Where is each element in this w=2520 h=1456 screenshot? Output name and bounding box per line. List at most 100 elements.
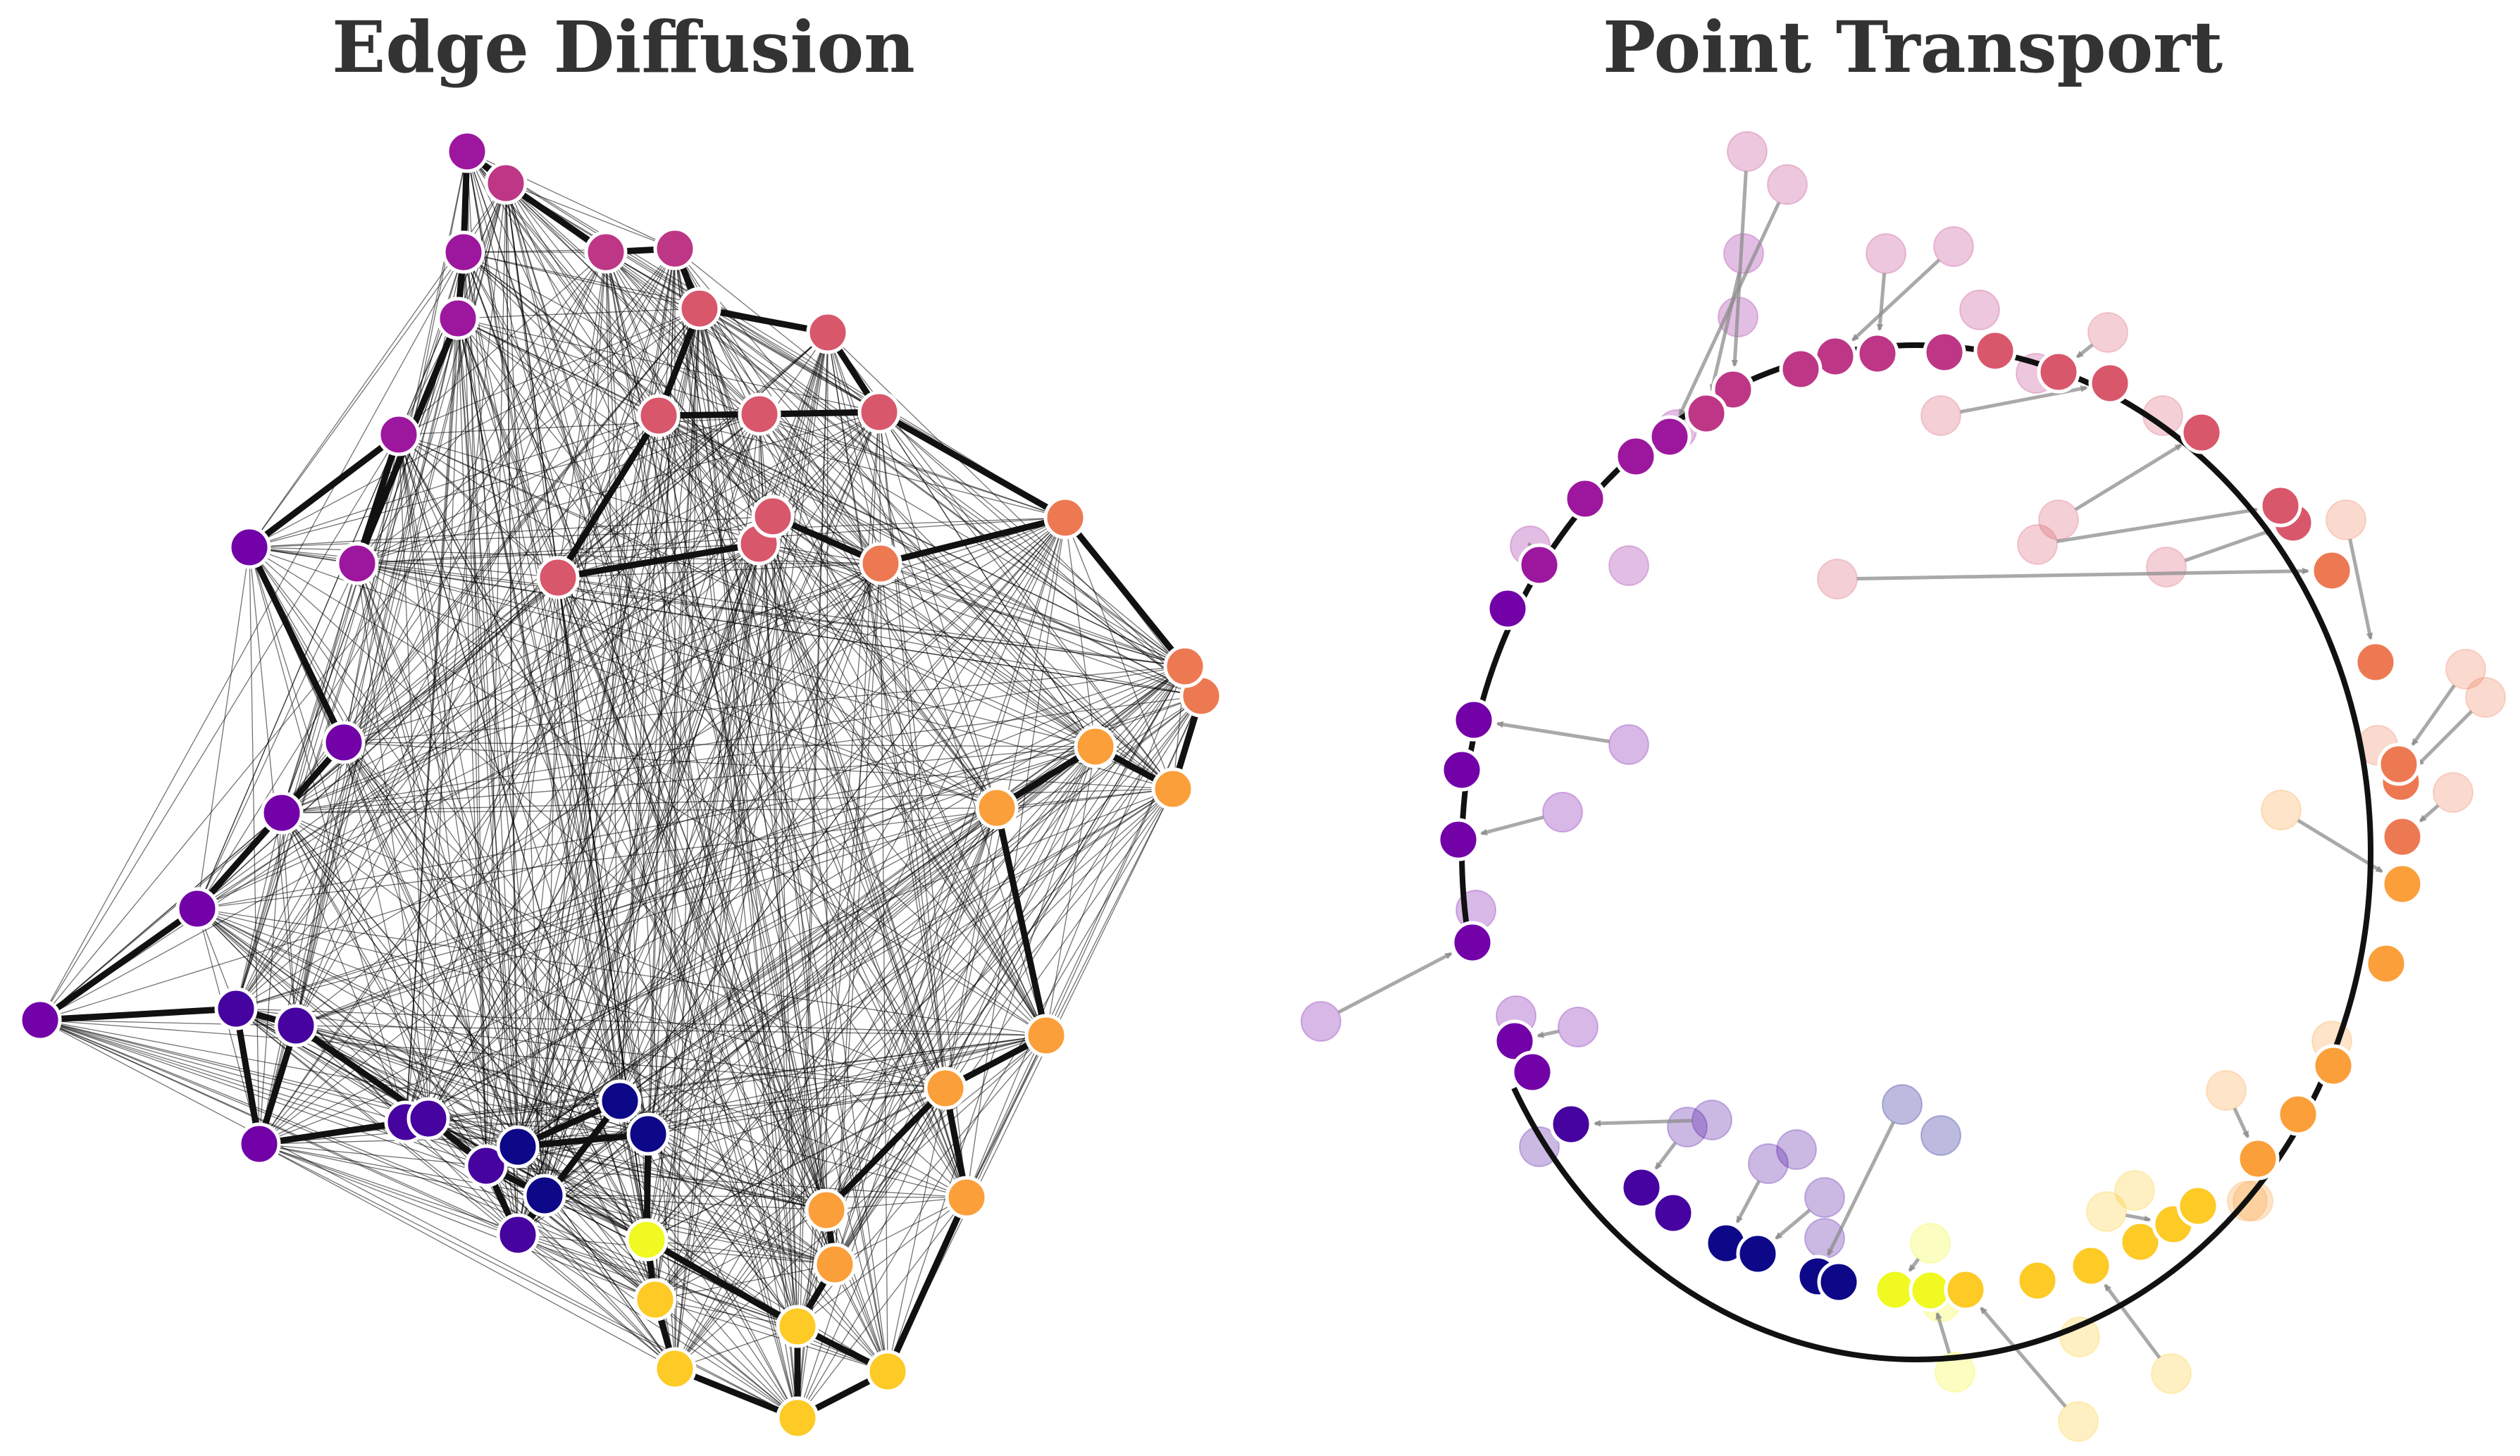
weak-edge [235, 812, 283, 1009]
weak-edge [759, 413, 1066, 518]
weak-edge [249, 251, 464, 548]
weak-edge [249, 308, 700, 548]
weak-edge [295, 318, 459, 1026]
weak-edge [880, 563, 1202, 697]
weak-edge [281, 543, 759, 814]
source-point [2017, 524, 2058, 565]
edge-diffusion-title: Edge Diffusion [332, 6, 915, 89]
weak-edge [619, 1035, 1047, 1102]
source-point [1558, 1007, 1599, 1047]
weak-edge [505, 182, 998, 809]
weak-edge [517, 415, 659, 1236]
weak-edge [259, 1143, 656, 1300]
weak-edge [658, 415, 967, 1198]
weak-edge [428, 1118, 649, 1135]
target-point [1651, 1191, 1695, 1235]
weak-edge [505, 182, 836, 1265]
weak-edge [1045, 695, 1202, 1036]
graph-node [237, 1122, 281, 1166]
weak-edge [834, 807, 998, 1265]
weak-edge [887, 788, 1174, 1372]
source-point [1727, 131, 1768, 172]
weak-edge [235, 308, 700, 1009]
weak-edge [39, 434, 399, 1021]
graph-node [1151, 767, 1195, 811]
weak-edge [1045, 746, 1096, 1036]
weak-edge [428, 516, 774, 1119]
target-point [2069, 1244, 2113, 1288]
graph-node [598, 1079, 642, 1123]
weak-edge [343, 517, 1066, 743]
graph-node [406, 1097, 450, 1140]
weak-edge [647, 308, 700, 1135]
target-point [1779, 347, 1823, 391]
weak-edge [557, 577, 798, 1419]
weak-edge [674, 695, 1202, 1369]
weak-edge [759, 413, 798, 1419]
source-point [1920, 1115, 1961, 1156]
weak-edge [428, 517, 1066, 1119]
weak-edge [674, 1326, 798, 1369]
graph-node [738, 392, 781, 436]
weak-edge [654, 746, 1096, 1300]
weak-edge [517, 543, 759, 1236]
weak-edge [557, 563, 881, 578]
graph-node [945, 1176, 988, 1219]
graph-node [859, 542, 902, 585]
weak-edge [517, 1146, 656, 1300]
graph-node [678, 287, 721, 330]
weak-edge [39, 1019, 798, 1327]
weak-edge [295, 1025, 827, 1211]
weak-edge [463, 251, 827, 1211]
weak-edge [249, 517, 1066, 548]
weak-edge [658, 415, 881, 564]
weak-edge [295, 746, 1096, 1026]
weak-edge [544, 807, 998, 1196]
graph-node [805, 1188, 848, 1232]
transport-arrow [1731, 170, 1748, 368]
transport-arrow [2104, 1283, 2161, 1359]
strong-edge [643, 1236, 801, 1330]
weak-edge [249, 547, 297, 1026]
weak-edge [557, 577, 827, 1211]
target-point [1436, 818, 1480, 861]
weak-edge [827, 332, 881, 564]
strong-edge [514, 1131, 652, 1150]
target-point [1856, 332, 1899, 375]
graph-node [1163, 645, 1207, 688]
weak-edge [758, 543, 998, 809]
graph-node [776, 1396, 819, 1440]
weak-edge [356, 251, 607, 564]
weak-edge [996, 788, 1174, 809]
weak-edge [647, 1035, 1047, 1135]
weak-edge [880, 563, 1186, 667]
weak-edge [879, 411, 946, 1089]
source-point [1804, 1218, 1845, 1259]
weak-edge [658, 415, 759, 545]
weak-edge [457, 318, 519, 1147]
transport-arrow [2074, 443, 2183, 511]
target-point [1452, 698, 1496, 742]
source-point [1817, 559, 1858, 599]
graph-node [866, 1350, 910, 1393]
source-point [2114, 1170, 2155, 1211]
weak-edge [485, 577, 559, 1166]
weak-edge [281, 563, 881, 814]
target-point [1549, 1102, 1593, 1146]
strong-edge [696, 305, 831, 336]
weak-edge [295, 1025, 647, 1240]
weak-edge [398, 434, 676, 1369]
source-point [1301, 1001, 1341, 1042]
weak-edge [457, 308, 700, 319]
weak-edge [826, 746, 1096, 1211]
source-point [1882, 1084, 1923, 1125]
target-point [1451, 921, 1494, 964]
transport-arrow [1856, 567, 2310, 581]
weak-edge [674, 788, 1174, 1369]
weak-edge [544, 411, 880, 1196]
weak-edge [699, 308, 798, 1327]
weak-edge [259, 1143, 798, 1419]
weak-edge [557, 577, 967, 1198]
source-point [1748, 1143, 1789, 1184]
target-point [1563, 477, 1607, 521]
